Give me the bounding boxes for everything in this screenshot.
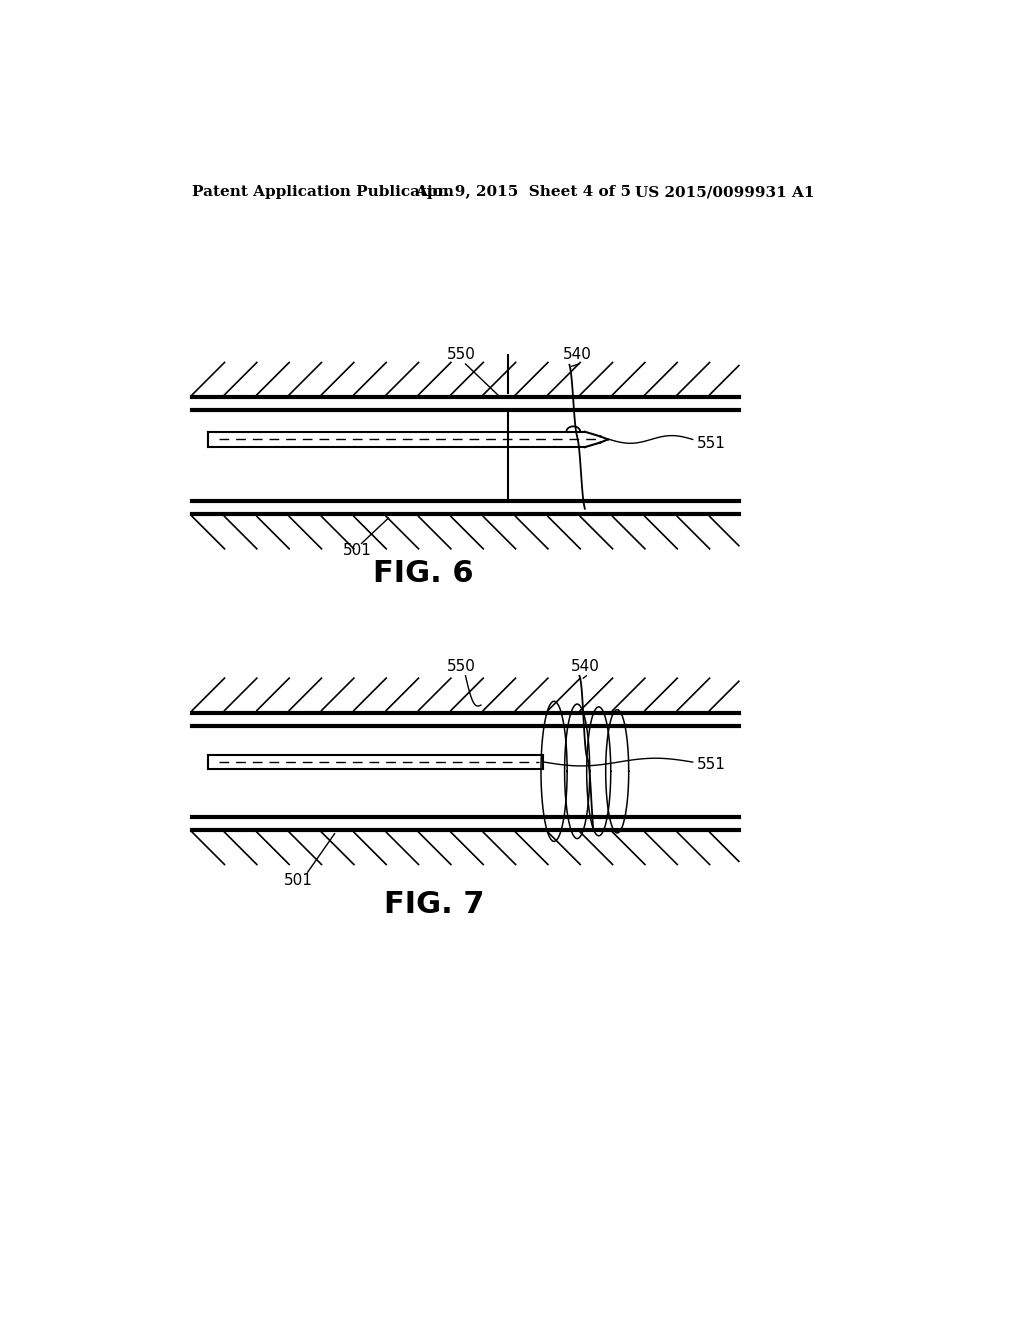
- Text: 501: 501: [284, 873, 313, 888]
- Text: 550: 550: [447, 659, 476, 675]
- Text: FIG. 7: FIG. 7: [384, 890, 485, 919]
- Text: US 2015/0099931 A1: US 2015/0099931 A1: [635, 185, 814, 199]
- Text: 501: 501: [343, 544, 372, 558]
- Text: 550: 550: [447, 347, 476, 363]
- Text: Apr. 9, 2015  Sheet 4 of 5: Apr. 9, 2015 Sheet 4 of 5: [416, 185, 632, 199]
- Text: 551: 551: [696, 756, 725, 772]
- Text: 540: 540: [563, 347, 592, 363]
- Text: Patent Application Publication: Patent Application Publication: [193, 185, 455, 199]
- Text: 551: 551: [696, 436, 725, 451]
- Text: FIG. 6: FIG. 6: [373, 558, 473, 587]
- Text: 540: 540: [570, 659, 599, 675]
